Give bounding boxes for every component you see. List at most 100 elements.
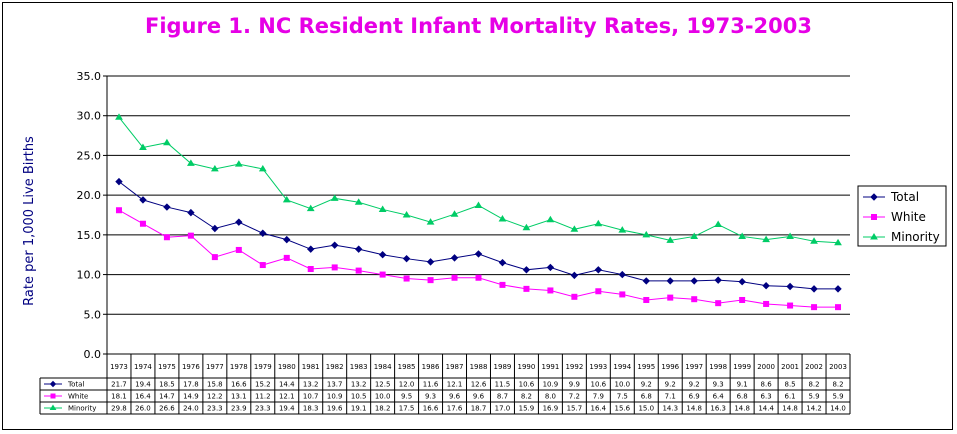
data-point-total: [354, 245, 363, 253]
data-point-total: [666, 277, 674, 285]
y-tick-label: 15.0: [77, 229, 102, 242]
data-point-minority: [187, 159, 195, 166]
data-label-minority: 18.2: [375, 405, 391, 413]
data-point-minority: [139, 143, 147, 150]
data-point-total: [450, 254, 459, 262]
data-label-minority: 26.6: [159, 405, 175, 413]
data-label-total: 8.6: [761, 381, 773, 389]
data-label-minority: 14.0: [830, 405, 846, 413]
data-point-total: [810, 285, 818, 293]
data-point-minority: [570, 225, 579, 232]
data-point-total: [690, 277, 698, 285]
data-label-minority: 26.0: [135, 405, 151, 413]
data-label-white: 8.7: [497, 393, 508, 401]
data-point-white: [715, 300, 722, 307]
data-table: 1973 1974 1975 1976 1977 1978 1979 1980 1981 1982…: [39, 353, 851, 415]
chart-frame: [2, 2, 953, 430]
y-tick-label: 35.0: [77, 70, 102, 83]
data-label-white: 7.5: [617, 393, 628, 401]
data-label-white: 13.1: [231, 393, 247, 401]
data-point-minority: [234, 160, 243, 167]
data-point-minority: [163, 138, 171, 146]
data-label-white: 10.9: [327, 393, 343, 401]
table-key-marker-minority: [49, 404, 57, 410]
data-point-total: [235, 218, 243, 226]
data-point-minority: [306, 204, 315, 212]
table-series-name-minority: Minority: [68, 405, 96, 413]
data-label-total: 9.2: [665, 381, 676, 389]
data-point-minority: [210, 164, 219, 172]
data-point-total: [570, 271, 579, 280]
x-tick-label: 1987: [446, 363, 464, 371]
data-point-white: [115, 207, 122, 214]
data-label-total: 15.2: [255, 381, 271, 389]
data-point-minority: [402, 211, 411, 218]
data-label-total: 12.1: [447, 381, 463, 389]
data-label-white: 5.9: [832, 393, 843, 401]
data-label-total: 10.9: [543, 381, 559, 389]
data-point-total: [378, 251, 387, 259]
x-tick-label: 1981: [302, 363, 320, 371]
data-label-white: 14.9: [183, 393, 199, 401]
data-point-minority: [426, 218, 435, 225]
table-series-name-total: Total: [67, 381, 84, 389]
data-label-minority: 19.1: [351, 405, 367, 413]
x-tick-label: 1974: [134, 363, 152, 371]
data-label-minority: 17.0: [495, 405, 511, 413]
data-label-minority: 23.9: [231, 405, 247, 413]
data-point-total: [426, 258, 435, 266]
data-label-total: 9.2: [689, 381, 700, 389]
data-point-minority: [378, 205, 387, 212]
data-label-minority: 19.4: [279, 405, 295, 413]
data-label-white: 14.7: [159, 393, 175, 401]
data-point-white: [523, 285, 530, 292]
data-point-minority: [546, 215, 555, 223]
data-point-total: [307, 245, 315, 253]
data-point-total: [283, 235, 291, 244]
series: [115, 113, 842, 311]
x-tick-label: 1999: [733, 363, 751, 371]
data-label-white: 12.2: [207, 393, 223, 401]
data-label-total: 18.5: [159, 381, 175, 389]
data-point-minority: [666, 236, 675, 243]
data-label-white: 9.5: [401, 393, 412, 401]
data-point-minority: [738, 232, 747, 239]
data-point-white: [451, 274, 458, 281]
legend: Total White Minority: [857, 185, 947, 247]
data-point-white: [259, 262, 266, 269]
data-label-minority: 17.6: [447, 405, 463, 413]
data-point-white: [475, 274, 482, 281]
axes: 0.0 5.0 10.0 15.0 20.0 25.0 30.0 35.0: [77, 70, 108, 361]
data-point-minority: [834, 238, 842, 246]
data-label-white: 5.9: [808, 393, 819, 401]
data-label-minority: 18.7: [471, 405, 487, 413]
data-label-white: 8.2: [521, 393, 532, 401]
data-point-total: [642, 277, 650, 285]
data-label-minority: 14.2: [806, 405, 822, 413]
data-label-total: 21.7: [111, 381, 127, 389]
chart-title: Figure 1. NC Resident Infant Mortality R…: [144, 14, 813, 38]
data-point-total: [330, 241, 339, 249]
data-label-total: 13.7: [327, 381, 343, 389]
data-label-total: 9.9: [569, 381, 580, 389]
data-point-minority: [810, 237, 818, 244]
x-tick-label: 1975: [158, 363, 176, 371]
data-point-total: [474, 250, 483, 258]
data-point-white: [187, 232, 194, 239]
data-point-total: [618, 270, 627, 279]
data-point-total: [834, 285, 842, 293]
data-label-minority: 15.7: [567, 405, 583, 413]
legend-label-total: Total: [890, 190, 919, 204]
data-point-minority: [618, 226, 627, 233]
data-label-total: 12.5: [375, 381, 391, 389]
x-tick-label: 1989: [494, 363, 512, 371]
x-tick-label: 1995: [637, 363, 655, 371]
x-tick-label: 1994: [613, 363, 631, 371]
data-point-white: [811, 304, 818, 311]
data-label-total: 10.6: [519, 381, 535, 389]
x-tick-label: 2003: [829, 363, 847, 371]
data-point-white: [787, 302, 794, 309]
data-label-total: 17.8: [183, 381, 199, 389]
data-label-total: 9.1: [737, 381, 748, 389]
x-tick-label: 1980: [278, 363, 296, 371]
